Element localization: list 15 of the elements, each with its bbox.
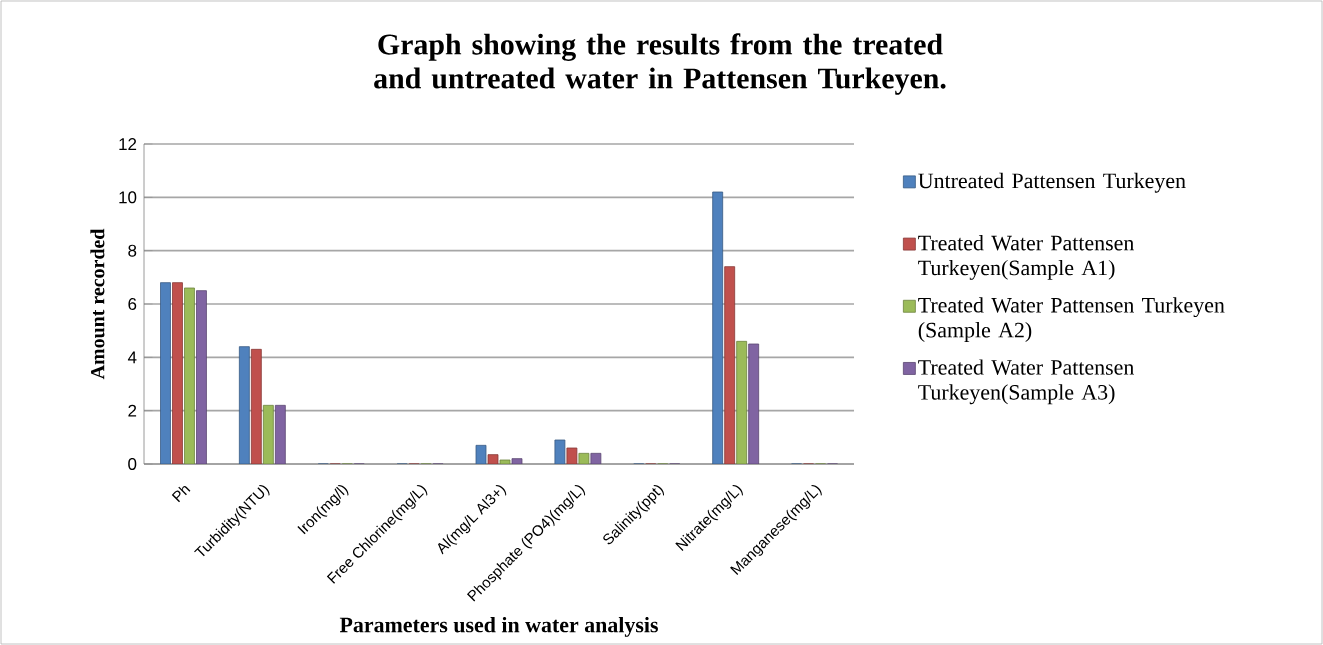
y-axis-title: Amount recorded [90, 228, 105, 380]
y-tick-label: 0 [128, 458, 137, 470]
y-tick-label: 6 [128, 298, 137, 310]
legend-label: Treated Water Pattensen Turkeyen(Sample A3) [918, 359, 1135, 405]
x-tick-label: Ph [171, 485, 191, 503]
legend-label: Treated Water Pattensen Turkeyen (Sample A2) [918, 297, 1225, 342]
y-tick-label: 10 [119, 191, 137, 204]
y-tick-label: 12 [119, 138, 137, 150]
y-tick-label: 4 [127, 351, 137, 364]
legend-label: Untreated Pattensen Turkeyen [918, 172, 1186, 193]
chart-title: Graph showing the results from the treated and untreated water in Pattensen Turkeyen. [374, 33, 946, 95]
y-tick-label: 2 [128, 404, 137, 417]
y-tick-label: 8 [128, 244, 137, 257]
x-axis-title: Parameters used in water analysis [339, 616, 658, 637]
legend-label: Treated Water Pattensen Turkeyen(Sample A1) [918, 235, 1135, 280]
